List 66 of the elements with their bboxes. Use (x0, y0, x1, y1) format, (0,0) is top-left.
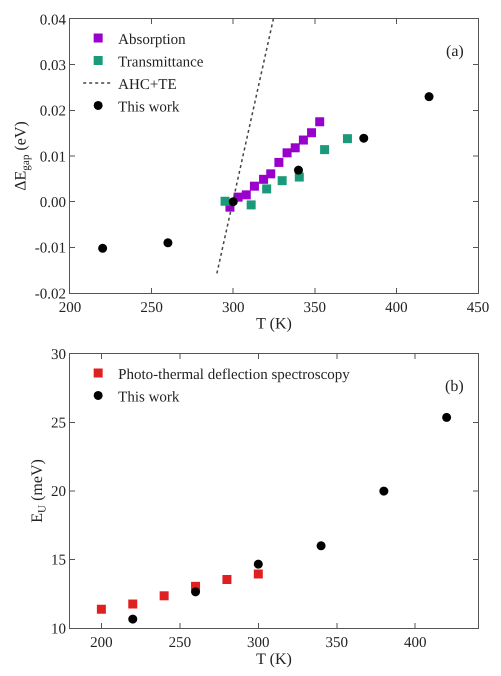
point (259, 174, 268, 184)
point (191, 587, 200, 596)
point (290, 143, 300, 152)
x-tick-label: 350 (326, 635, 348, 651)
x-axis-title: T (K) (256, 651, 292, 668)
point (442, 412, 452, 422)
point (160, 591, 169, 600)
y-tick-label: 0.02 (40, 104, 66, 120)
annotation: (b) (445, 378, 464, 395)
y-tick-label: 10 (51, 621, 66, 638)
point (98, 244, 108, 253)
x-tick-label: 200 (90, 635, 113, 651)
annotation: (a) (446, 43, 464, 60)
y-tick-label: 0.01 (40, 149, 66, 166)
point (315, 117, 324, 126)
point (222, 574, 232, 584)
legend-label: Photo-thermal deflection spectroscopy (118, 366, 350, 383)
point (262, 184, 272, 194)
x-tick-label: 350 (304, 300, 326, 316)
legend-label: This work (118, 389, 180, 406)
point (128, 614, 138, 624)
point (424, 92, 434, 102)
y-tick-label: 0.04 (40, 12, 66, 28)
x-tick-label: 250 (168, 635, 192, 651)
point (294, 166, 303, 175)
x-tick-label: 200 (58, 300, 82, 316)
y-tick-label: 30 (51, 347, 66, 364)
legend-label: Absorption (118, 32, 186, 48)
legend-label: Transmittance (118, 54, 204, 70)
x-tick-label: 400 (385, 300, 408, 316)
point (320, 145, 330, 154)
x-tick-label: 300 (247, 635, 270, 651)
point (342, 134, 352, 144)
y-tick-label: 0.03 (40, 58, 66, 74)
x-tick-label: 450 (466, 300, 490, 316)
point (274, 158, 284, 167)
point (282, 148, 292, 158)
point (278, 176, 287, 186)
y-tick-label: -0.01 (34, 240, 66, 257)
y-tick-label: 0.00 (40, 194, 66, 211)
x-tick-label: 400 (404, 635, 426, 651)
x-axis-title: T (K) (256, 316, 292, 333)
point (128, 600, 138, 609)
point (298, 136, 308, 145)
point (250, 182, 259, 191)
point (316, 541, 326, 550)
point (220, 196, 230, 206)
x-tick-label: 250 (140, 300, 163, 316)
x-tick-label: 300 (222, 300, 244, 316)
legend-label: AHC+TE (118, 76, 177, 93)
y-tick-label: -0.02 (34, 286, 66, 302)
point (96, 604, 106, 614)
point (307, 128, 316, 138)
point (359, 134, 368, 143)
y-tick-label: 15 (51, 552, 66, 569)
point (228, 197, 238, 206)
point (266, 169, 276, 178)
point (379, 486, 388, 496)
point (254, 570, 263, 579)
point (254, 560, 263, 569)
point (163, 238, 172, 248)
point (246, 200, 256, 210)
point (242, 190, 251, 200)
y-tick-label: 25 (51, 416, 66, 432)
legend-label: This work (118, 99, 180, 116)
y-tick-label: 20 (51, 484, 66, 500)
